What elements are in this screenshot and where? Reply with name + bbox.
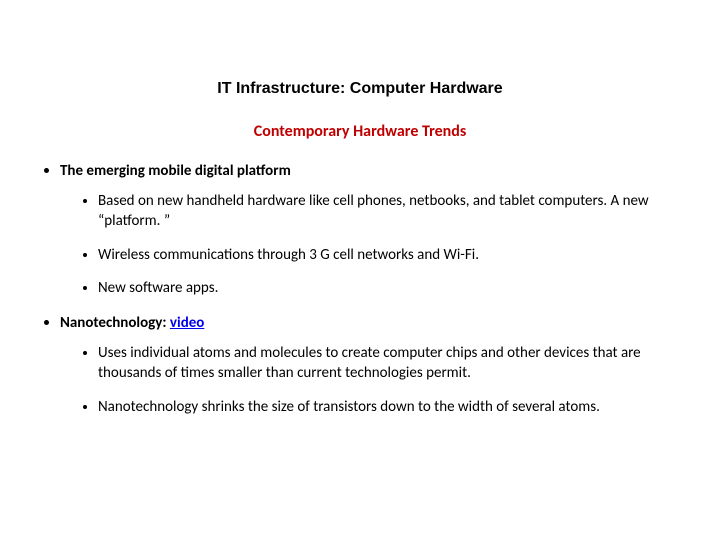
bullet-2-heading: Nanotechnology: video [60, 314, 204, 332]
top-bullet-2: Nanotechnology: video Uses individual at… [60, 313, 680, 417]
sub-bullet-2-1: Uses individual atoms and molecules to c… [98, 344, 680, 384]
sub-bullet-list-2: Uses individual atoms and molecules to c… [60, 344, 680, 417]
bullet-1-heading: The emerging mobile digital platform [60, 162, 291, 180]
slide-subtitle: Contemporary Hardware Trends [40, 122, 680, 141]
sub-bullet-2-2: Nanotechnology shrinks the size of trans… [98, 398, 680, 418]
video-link[interactable]: video [170, 314, 204, 332]
sub-bullet-1-2: Wireless communications through 3 G cell… [98, 246, 680, 266]
bullet-2-prefix: Nanotechnology: [60, 314, 170, 332]
top-bullet-list: The emerging mobile digital platform Bas… [40, 161, 680, 418]
sub-bullet-1-3: New software apps. [98, 279, 680, 299]
slide-title: IT Infrastructure: Computer Hardware [40, 80, 680, 98]
sub-bullet-1-1: Based on new handheld hardware like cell… [98, 192, 680, 232]
top-bullet-1: The emerging mobile digital platform Bas… [60, 161, 680, 299]
sub-bullet-list-1: Based on new handheld hardware like cell… [60, 192, 680, 299]
